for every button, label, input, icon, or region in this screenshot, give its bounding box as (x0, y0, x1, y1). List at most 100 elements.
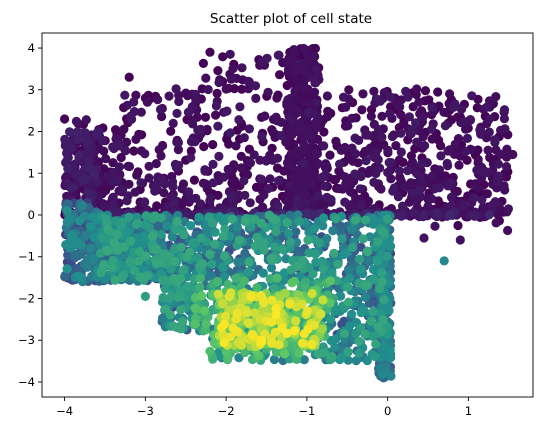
scatter-point (71, 116, 81, 126)
scatter-point (318, 264, 328, 274)
scatter-point (232, 308, 242, 319)
scatter-point (370, 351, 380, 362)
scatter-point (311, 98, 321, 108)
scatter-point (366, 111, 376, 121)
scatter-point (408, 208, 419, 218)
scatter-point (67, 183, 77, 193)
scatter-point (470, 179, 480, 189)
scatter-point (171, 225, 181, 235)
scatter-point (135, 272, 145, 282)
scatter-point (109, 237, 119, 247)
y-axis: −4 −3 −2 −1 0 1 2 3 4 (18, 41, 42, 389)
scatter-point (219, 217, 229, 227)
scatter-point (360, 292, 370, 302)
scatter-point (317, 256, 327, 266)
scatter-point (330, 342, 340, 352)
scatter-point (325, 276, 336, 286)
scatter-point (196, 233, 206, 243)
scatter-point (269, 283, 279, 293)
scatter-point (470, 211, 480, 221)
scatter-point (368, 213, 378, 223)
scatter-point (194, 212, 204, 222)
scatter-point (119, 124, 129, 134)
scatter-point (205, 47, 215, 57)
scatter-point (347, 309, 357, 319)
scatter-point (319, 213, 329, 223)
scatter-point (60, 134, 70, 144)
scatter-point (358, 234, 368, 244)
scatter-point (98, 260, 108, 270)
scatter-point (424, 95, 434, 105)
scatter-point (102, 245, 112, 255)
scatter-point (151, 244, 161, 254)
scatter-point (385, 108, 395, 119)
scatter-point (174, 96, 184, 107)
scatter-point (240, 347, 250, 358)
scatter-point (346, 224, 357, 234)
x-tick-label: 1 (465, 404, 472, 418)
scatter-point (414, 126, 424, 136)
scatter-point (189, 175, 199, 185)
scatter-points (60, 43, 518, 383)
scatter-point (331, 136, 341, 146)
scatter-point (294, 84, 304, 94)
scatter-point (237, 63, 247, 73)
scatter-point (322, 112, 332, 122)
scatter-point (503, 204, 513, 214)
scatter-point (462, 133, 472, 143)
scatter-point (72, 127, 82, 137)
scatter-point (267, 338, 277, 348)
scatter-point (86, 146, 96, 156)
scatter-point (240, 216, 250, 227)
scatter-point (279, 349, 290, 359)
scatter-point (138, 264, 148, 274)
scatter-point (195, 273, 205, 283)
chart-title: Scatter plot of cell state (210, 11, 372, 27)
scatter-point (153, 95, 163, 105)
scatter-point (294, 107, 304, 117)
scatter-point (151, 159, 161, 169)
scatter-point (247, 329, 257, 340)
scatter-point (150, 211, 160, 221)
scatter-point (407, 125, 417, 135)
scatter-point (355, 184, 365, 194)
scatter-point (64, 214, 74, 224)
scatter-point (348, 242, 358, 252)
scatter-point (490, 135, 500, 145)
scatter-point (356, 264, 366, 274)
scatter-point (363, 130, 373, 140)
scatter-point (157, 175, 167, 185)
scatter-point (343, 282, 353, 292)
scatter-point (275, 70, 285, 80)
scatter-point (176, 324, 186, 334)
scatter-point (415, 185, 425, 195)
scatter-point (373, 322, 383, 332)
scatter-point (366, 316, 376, 326)
scatter-point (294, 216, 304, 226)
scatter-point (386, 371, 396, 381)
scatter-point (80, 232, 90, 242)
scatter-point (337, 234, 347, 244)
scatter-point (197, 291, 207, 301)
scatter-point (124, 72, 134, 82)
scatter-point (263, 87, 273, 97)
y-tick-label: 0 (28, 208, 35, 222)
scatter-point (316, 309, 326, 319)
scatter-point (185, 247, 195, 257)
scatter-point (358, 89, 368, 99)
scatter-point (116, 152, 126, 163)
scatter-point (195, 199, 206, 209)
scatter-point (348, 156, 358, 166)
scatter-point (341, 102, 351, 112)
scatter-point (84, 189, 94, 199)
scatter-point (372, 256, 382, 266)
scatter-point (257, 132, 267, 142)
scatter-point (414, 97, 424, 107)
scatter-point (299, 329, 309, 339)
scatter-point (378, 368, 388, 378)
scatter-point (159, 188, 169, 198)
scatter-point (200, 166, 210, 176)
scatter-point (249, 150, 259, 160)
scatter-point (203, 84, 213, 95)
scatter-point (116, 221, 126, 231)
